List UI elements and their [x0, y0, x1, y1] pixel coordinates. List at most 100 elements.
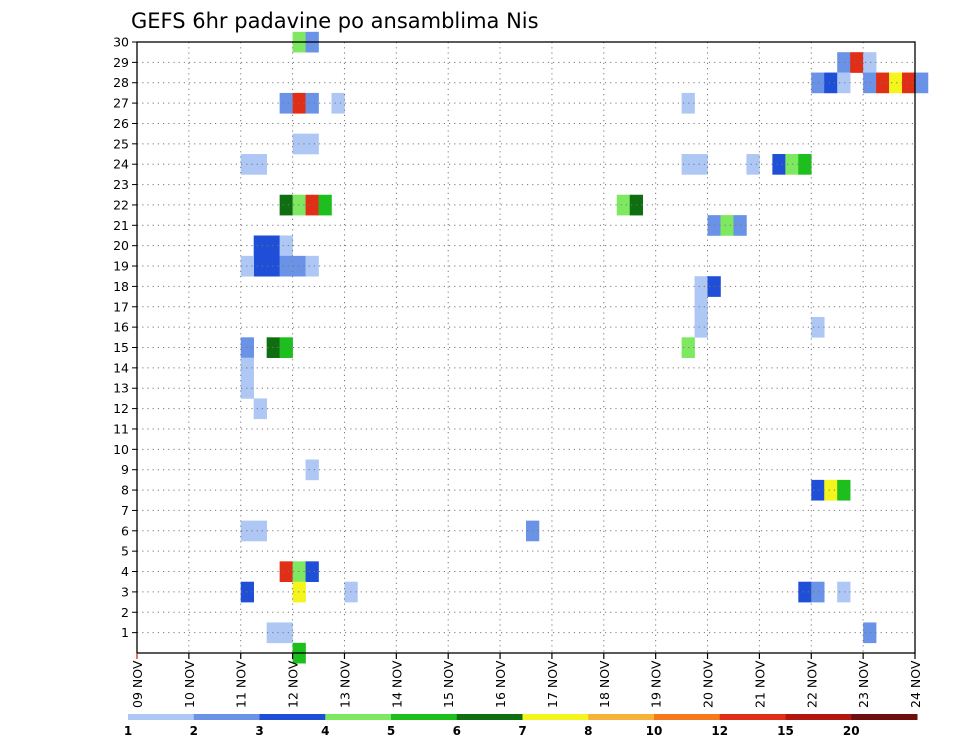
y-tick-label: 27 — [113, 96, 129, 111]
x-tick-label: 18 NOV — [597, 660, 612, 708]
colorbar-swatch — [785, 714, 852, 720]
heatmap-cell — [798, 581, 812, 603]
x-tick-label: 24 NOV — [908, 660, 923, 708]
x-axis: 09 NOV 10 NOV 11 NOV 12 NOV 13 NOV 14 NOV 15 N… — [130, 653, 923, 708]
colorbar-label: 6 — [453, 724, 461, 738]
y-tick-label: 5 — [121, 544, 129, 559]
heatmap-cell — [279, 337, 293, 358]
y-tick-label: 24 — [113, 157, 129, 172]
x-tick-label: 14 NOV — [389, 660, 404, 708]
y-tick-label: 10 — [113, 442, 129, 457]
colorbar-swatch — [391, 714, 458, 720]
y-tick-label: 2 — [121, 605, 129, 620]
y-tick-label: 30 — [113, 35, 129, 50]
heatmap-cell — [707, 276, 721, 297]
heatmap-cell — [863, 622, 877, 644]
colorbar-swatch — [193, 714, 260, 720]
heatmap-cell — [279, 235, 293, 257]
x-tick-label: 22 NOV — [804, 660, 819, 708]
heatmap-cell — [305, 92, 319, 114]
heatmap-cell — [694, 276, 708, 297]
y-tick-label: 28 — [113, 75, 129, 90]
x-tick-label: 17 NOV — [545, 660, 560, 708]
x-tick-label: 23 NOV — [856, 660, 871, 708]
heatmap-cell — [850, 52, 864, 73]
heatmap-cell — [253, 520, 267, 542]
colorbar-label: 3 — [255, 724, 263, 738]
y-tick-label: 6 — [121, 523, 129, 538]
y-tick-label: 18 — [113, 279, 129, 294]
colorbar-swatch — [259, 714, 326, 720]
heatmap-cell — [279, 561, 293, 583]
heatmap-cell — [811, 581, 825, 603]
heatmap-cell — [863, 52, 877, 73]
y-axis: 1234567891011121314151617181920212223242… — [113, 35, 137, 640]
heatmap-cell — [837, 581, 851, 603]
colorbar-label: 7 — [518, 724, 526, 738]
y-tick-label: 9 — [121, 462, 129, 477]
heatmap-cell — [824, 72, 838, 94]
y-tick-label: 25 — [113, 136, 129, 151]
heatmap-cell — [889, 72, 903, 94]
heatmap-cell — [279, 622, 293, 644]
heatmap-cell — [279, 255, 293, 277]
heatmap-cell — [279, 92, 293, 114]
heatmap-cell — [785, 154, 799, 175]
y-tick-label: 12 — [113, 401, 129, 416]
heatmap-cell — [902, 72, 916, 94]
colorbar-swatch — [522, 714, 589, 720]
heatmap-cells — [240, 31, 929, 664]
x-tick-label: 09 NOV — [130, 660, 145, 708]
colorbar-label: 20 — [843, 724, 860, 738]
heatmap-cell — [863, 72, 877, 94]
heatmap-cell — [720, 215, 734, 236]
colorbar-swatch — [719, 714, 786, 720]
x-tick-label: 10 NOV — [182, 660, 197, 708]
heatmap-cell — [253, 235, 267, 257]
colorbar-label: 10 — [646, 724, 663, 738]
heatmap-cell — [811, 316, 825, 338]
y-tick-label: 21 — [113, 218, 129, 233]
colorbar-label: 1 — [124, 724, 132, 738]
heatmap-cell — [305, 561, 319, 583]
heatmap-cell — [915, 72, 929, 94]
heatmap-cell — [305, 133, 319, 155]
heatmap-cell — [733, 215, 747, 236]
y-tick-label: 19 — [113, 259, 129, 274]
y-tick-label: 14 — [113, 360, 129, 375]
x-tick-label: 11 NOV — [234, 660, 249, 708]
colorbar-swatch — [128, 714, 195, 720]
heatmap-cell — [331, 92, 345, 114]
y-tick-label: 29 — [113, 55, 129, 70]
heatmap-cell — [876, 72, 890, 94]
heatmap-cell — [253, 398, 267, 420]
heatmap-cell — [694, 316, 708, 338]
x-tick-label: 13 NOV — [337, 660, 352, 708]
colorbar-swatch — [654, 714, 721, 720]
x-tick-label: 21 NOV — [752, 660, 767, 708]
y-tick-label: 16 — [113, 320, 129, 335]
heatmap-cell — [253, 154, 267, 175]
y-tick-label: 13 — [113, 381, 129, 396]
heatmap-cell — [824, 479, 838, 501]
x-tick-label: 16 NOV — [493, 660, 508, 708]
y-tick-label: 23 — [113, 177, 129, 192]
heatmap-cell — [694, 154, 708, 175]
y-tick-label: 22 — [113, 197, 129, 212]
x-tick-label: 20 NOV — [701, 660, 716, 708]
colorbar-label: 2 — [190, 724, 198, 738]
y-tick-label: 26 — [113, 116, 129, 131]
y-tick-label: 15 — [113, 340, 129, 355]
colorbar-label: 5 — [387, 724, 395, 738]
colorbar-label: 4 — [321, 724, 329, 738]
x-tick-label: 19 NOV — [649, 660, 664, 708]
y-tick-label: 17 — [113, 299, 129, 314]
heatmap-cell — [811, 72, 825, 94]
heatmap-cell — [837, 72, 851, 94]
y-tick-label: 20 — [113, 238, 129, 253]
colorbar-swatch — [851, 714, 918, 720]
heatmap-cell — [305, 255, 319, 277]
y-tick-label: 7 — [121, 503, 129, 518]
heatmap-cell — [694, 296, 708, 318]
